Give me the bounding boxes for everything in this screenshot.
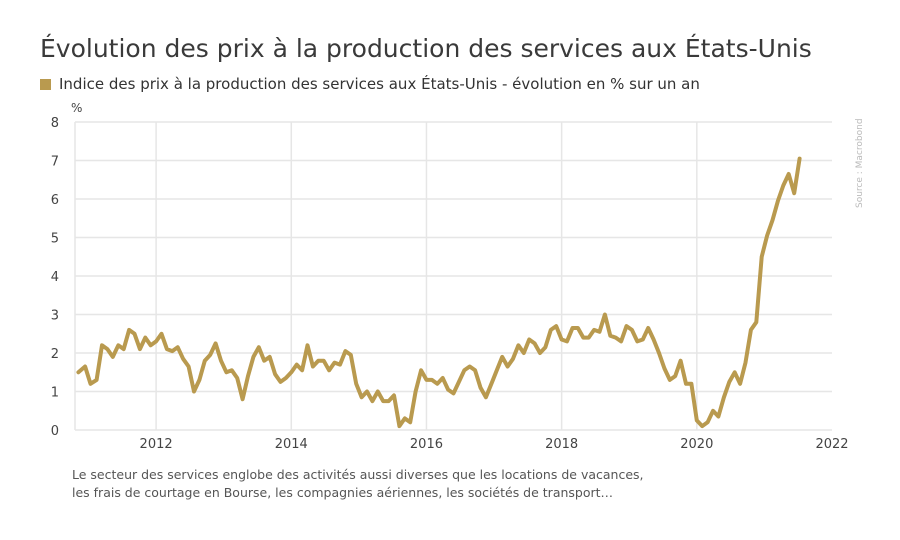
y-tick-label: 7 (51, 155, 59, 170)
chart-legend: Indice des prix à la production des serv… (40, 75, 700, 93)
footnote-line-2: les frais de courtage en Bourse, les com… (72, 485, 614, 500)
chart-title: Évolution des prix à la production des s… (40, 34, 812, 63)
x-tick-label: 2014 (275, 437, 308, 452)
x-tick-label: 2012 (140, 437, 173, 452)
y-tick-label: 0 (51, 424, 59, 439)
x-tick-label: 2020 (680, 437, 713, 452)
y-axis-unit-label: % (71, 101, 82, 115)
series-group (76, 156, 802, 429)
y-tick-label: 2 (51, 347, 59, 362)
y-tick-label: 6 (51, 193, 59, 208)
y-tick-label: 3 (51, 309, 59, 324)
y-tick-label: 4 (51, 270, 59, 285)
y-tick-label: 8 (51, 116, 59, 131)
footnote-line-1: Le secteur des services englobe des acti… (72, 467, 644, 482)
legend-swatch (40, 78, 51, 90)
y-tick-label: 1 (51, 386, 59, 401)
source-label: Source : Macrobond (855, 118, 865, 208)
y-tick-labels: 0 1 2 3 4 5 6 7 8 (51, 116, 59, 439)
footnote: Le secteur des services englobe des acti… (72, 466, 644, 502)
x-tick-labels: 2012 2014 2016 2018 2020 2022 (140, 437, 849, 452)
y-tick-label: 5 (51, 232, 59, 247)
x-tick-label: 2022 (815, 437, 848, 452)
x-tick-label: 2016 (410, 437, 443, 452)
grid-lines (74, 121, 832, 431)
x-tick-label: 2018 (545, 437, 578, 452)
legend-label: Indice des prix à la production des serv… (59, 75, 700, 93)
series-line (76, 156, 802, 429)
